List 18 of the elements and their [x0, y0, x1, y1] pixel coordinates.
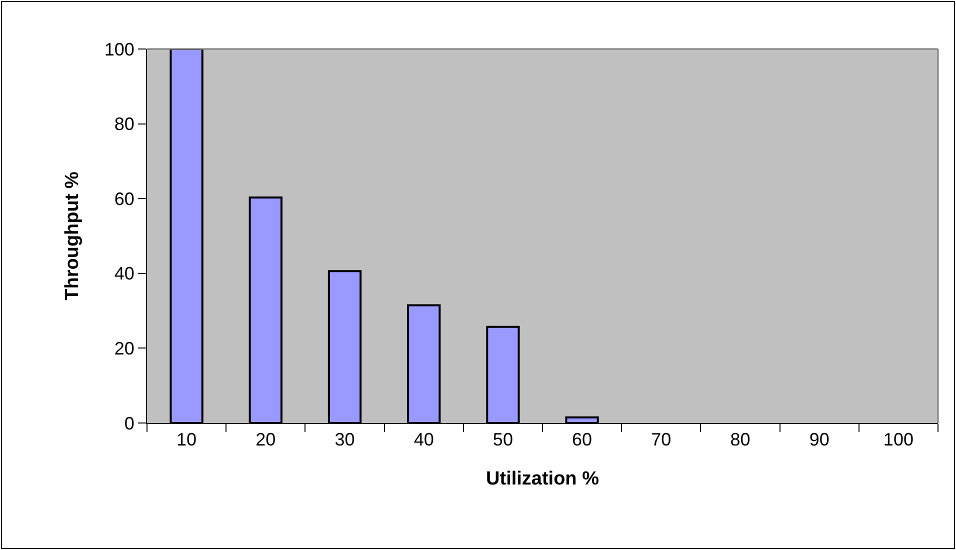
- y-tick-label: 100: [104, 39, 134, 60]
- y-axis-title: Throughput %: [62, 172, 84, 300]
- y-tick-label: 20: [114, 338, 134, 358]
- x-axis-title: Utilization %: [486, 468, 600, 490]
- x-tick-label: 90: [809, 430, 830, 450]
- y-tick-label: 0: [124, 413, 134, 434]
- y-tick-label: 60: [114, 188, 134, 209]
- x-tick-label: 80: [730, 430, 750, 450]
- x-tick-label: 30: [334, 430, 355, 450]
- x-tick-label: 60: [572, 430, 592, 450]
- y-tick-label: 40: [114, 264, 134, 284]
- x-tick-label: 40: [414, 430, 434, 450]
- x-tick-label: 100: [883, 430, 914, 450]
- x-tick-label: 10: [176, 430, 197, 450]
- x-tick-label: 50: [492, 430, 513, 450]
- y-tick-label: 80: [114, 114, 134, 134]
- x-tick-label: 20: [256, 430, 276, 450]
- x-tick-label: 70: [651, 430, 672, 450]
